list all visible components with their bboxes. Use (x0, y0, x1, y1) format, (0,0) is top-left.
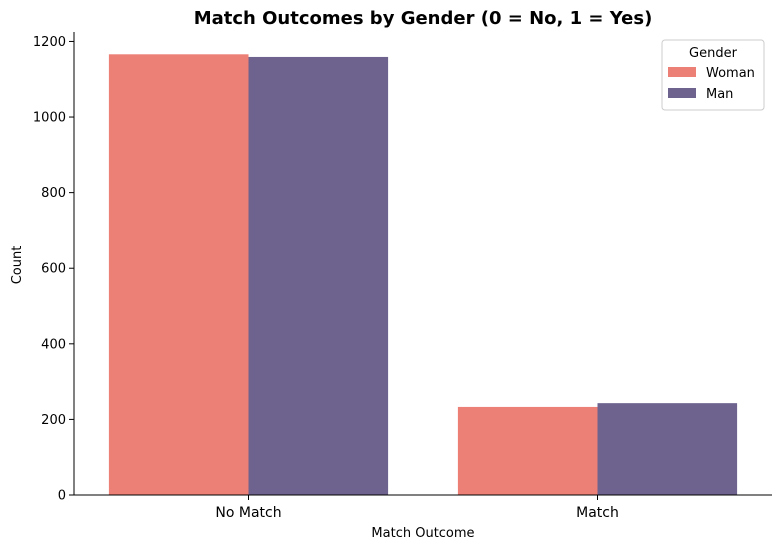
bar-man-no-match (248, 56, 389, 495)
bars-group (108, 54, 738, 495)
y-tick-label: 800 (41, 186, 66, 201)
bar-woman-no-match (108, 54, 249, 495)
y-tick-label: 200 (41, 413, 66, 428)
legend-swatch-woman (668, 67, 696, 77)
legend-label-woman: Woman (706, 66, 755, 81)
y-tick-label: 400 (41, 337, 66, 352)
legend: Gender Woman Man (661, 39, 765, 111)
y-axis-label: Count (10, 246, 25, 285)
y-tick-label: 1200 (33, 35, 66, 50)
legend-label-man: Man (706, 87, 733, 102)
x-axis-label: Match Outcome (371, 526, 474, 541)
y-tick-label: 600 (41, 262, 66, 277)
y-tick-label: 1000 (33, 111, 66, 126)
bar-man-match (597, 403, 738, 495)
x-tick-label: No Match (215, 505, 281, 521)
chart-title: Match Outcomes by Gender (0 = No, 1 = Ye… (194, 8, 653, 29)
x-tick-label: Match (576, 505, 619, 521)
legend-swatch-man (668, 88, 696, 98)
y-tick-label: 0 (58, 489, 66, 504)
bar-woman-match (457, 406, 598, 495)
legend-title: Gender (689, 46, 738, 61)
axes-group: 0 200 400 600 800 1000 1200 No Match Match (33, 32, 772, 521)
